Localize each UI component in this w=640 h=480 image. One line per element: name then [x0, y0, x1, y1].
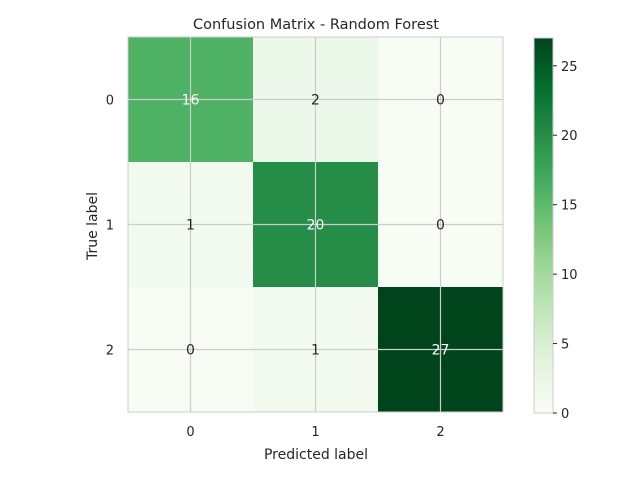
y-tick-label-2: 2: [106, 344, 114, 359]
cell-label-1-0: 1: [186, 218, 195, 234]
cell-label-2-1: 1: [311, 343, 320, 359]
colorbar: 0 5 10 15 20 25: [533, 37, 578, 422]
plot-frame: [127, 36, 504, 413]
colorbar-tick-label-2: 10: [561, 268, 578, 283]
cell-label-0-0: 16: [182, 93, 200, 109]
chart-title: Confusion Matrix - Random Forest: [193, 17, 439, 33]
x-axis-ticks: 0 1 2: [186, 425, 444, 440]
x-tick-label-1: 1: [311, 425, 319, 440]
cell-value-labels: 16 2 01 20 00 1 27: [182, 93, 450, 359]
cell-label-1-2: 0: [436, 218, 445, 234]
cell-label-2-0: 0: [186, 343, 195, 359]
colorbar-tick-label-3: 15: [561, 199, 578, 214]
cell-label-1-1: 20: [307, 218, 325, 234]
cell-label-2-2: 27: [432, 343, 450, 359]
grid-lines: [128, 37, 503, 412]
colorbar-gradient: [533, 37, 554, 414]
x-axis-label: Predicted label: [264, 447, 368, 463]
x-tick-label-2: 2: [436, 425, 444, 440]
cell-label-0-1: 2: [311, 93, 320, 109]
y-axis-ticks: 0 1 2: [106, 94, 114, 359]
colorbar-tick-label-0: 0: [561, 407, 569, 422]
y-tick-label-0: 0: [106, 94, 114, 109]
colorbar-tick-label-5: 25: [561, 60, 578, 75]
x-tick-label-0: 0: [186, 425, 194, 440]
y-tick-label-1: 1: [106, 219, 114, 234]
y-axis-label: True label: [85, 192, 101, 261]
colorbar-tick-label-1: 5: [561, 338, 569, 353]
cell-label-0-2: 0: [436, 93, 445, 109]
colorbar-tick-label-4: 20: [561, 129, 578, 144]
